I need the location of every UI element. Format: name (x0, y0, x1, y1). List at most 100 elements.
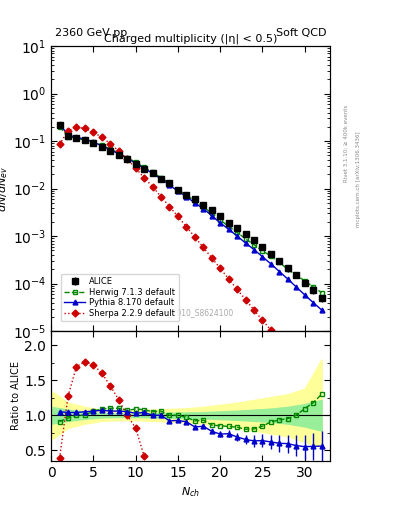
Sherpa 2.2.9 default (319, 379, 324, 385)
Sherpa 2.2.9 default (99, 134, 104, 140)
Pythia 8.170 default (125, 155, 130, 161)
Herwig 7.1.3 default (116, 150, 121, 156)
Sherpa 2.2.9 default (201, 244, 206, 250)
Herwig 7.1.3 default (57, 124, 62, 130)
Sherpa 2.2.9 default (176, 214, 180, 220)
Herwig 7.1.3 default (74, 135, 79, 141)
Herwig 7.1.3 default (302, 278, 307, 284)
Pythia 8.170 default (91, 139, 96, 145)
Sherpa 2.2.9 default (167, 203, 172, 209)
Pythia 8.170 default (176, 188, 180, 195)
Pythia 8.170 default (83, 136, 87, 142)
Herwig 7.1.3 default (142, 164, 147, 170)
Sherpa 2.2.9 default (66, 127, 70, 134)
Herwig 7.1.3 default (243, 236, 248, 242)
Sherpa 2.2.9 default (235, 286, 239, 292)
Herwig 7.1.3 default (235, 229, 239, 236)
Sherpa 2.2.9 default (260, 317, 265, 323)
Sherpa 2.2.9 default (74, 124, 79, 131)
Sherpa 2.2.9 default (150, 184, 155, 190)
Herwig 7.1.3 default (218, 217, 222, 223)
Herwig 7.1.3 default (99, 142, 104, 148)
Herwig 7.1.3 default (159, 175, 163, 181)
Sherpa 2.2.9 default (277, 337, 282, 343)
Pythia 8.170 default (184, 194, 189, 200)
Herwig 7.1.3 default (125, 155, 130, 161)
Herwig 7.1.3 default (167, 180, 172, 186)
Herwig 7.1.3 default (184, 192, 189, 198)
Sherpa 2.2.9 default (294, 357, 299, 363)
Line: Sherpa 2.2.9 default: Sherpa 2.2.9 default (57, 125, 324, 385)
Y-axis label: $dN/dN_{ev}$: $dN/dN_{ev}$ (0, 166, 10, 211)
Pythia 8.170 default (226, 226, 231, 232)
Pythia 8.170 default (159, 176, 163, 182)
Pythia 8.170 default (311, 300, 316, 306)
Pythia 8.170 default (201, 205, 206, 211)
Herwig 7.1.3 default (294, 272, 299, 279)
Herwig 7.1.3 default (83, 137, 87, 143)
Pythia 8.170 default (285, 276, 290, 282)
Pythia 8.170 default (133, 160, 138, 166)
Sherpa 2.2.9 default (184, 224, 189, 230)
Pythia 8.170 default (150, 170, 155, 177)
Text: 2360 GeV pp: 2360 GeV pp (55, 28, 127, 38)
Sherpa 2.2.9 default (193, 234, 197, 240)
Text: mcplots.cern.ch [arXiv:1306.3436]: mcplots.cern.ch [arXiv:1306.3436] (356, 132, 361, 227)
Sherpa 2.2.9 default (209, 255, 214, 261)
Herwig 7.1.3 default (66, 134, 70, 140)
Herwig 7.1.3 default (260, 248, 265, 254)
Pythia 8.170 default (302, 292, 307, 298)
Herwig 7.1.3 default (277, 260, 282, 266)
Sherpa 2.2.9 default (142, 175, 147, 181)
Herwig 7.1.3 default (133, 159, 138, 165)
Herwig 7.1.3 default (193, 198, 197, 204)
Line: Pythia 8.170 default: Pythia 8.170 default (57, 121, 324, 312)
Sherpa 2.2.9 default (116, 148, 121, 154)
Herwig 7.1.3 default (319, 289, 324, 295)
Herwig 7.1.3 default (311, 284, 316, 290)
Y-axis label: Ratio to ALICE: Ratio to ALICE (11, 361, 22, 431)
Line: Herwig 7.1.3 default: Herwig 7.1.3 default (57, 124, 324, 295)
Pythia 8.170 default (260, 253, 265, 260)
Pythia 8.170 default (319, 307, 324, 313)
Herwig 7.1.3 default (201, 203, 206, 209)
Pythia 8.170 default (108, 146, 113, 153)
Pythia 8.170 default (74, 134, 79, 140)
Sherpa 2.2.9 default (226, 276, 231, 282)
Sherpa 2.2.9 default (302, 366, 307, 372)
Pythia 8.170 default (268, 261, 273, 267)
Legend: ALICE, Herwig 7.1.3 default, Pythia 8.170 default, Sherpa 2.2.9 default: ALICE, Herwig 7.1.3 default, Pythia 8.17… (61, 274, 178, 322)
Sherpa 2.2.9 default (108, 141, 113, 147)
Pythia 8.170 default (209, 212, 214, 219)
Sherpa 2.2.9 default (57, 141, 62, 147)
Sherpa 2.2.9 default (83, 125, 87, 132)
Sherpa 2.2.9 default (243, 296, 248, 303)
Herwig 7.1.3 default (268, 253, 273, 259)
Herwig 7.1.3 default (209, 210, 214, 217)
Pythia 8.170 default (142, 165, 147, 171)
Sherpa 2.2.9 default (285, 347, 290, 353)
Pythia 8.170 default (193, 200, 197, 206)
Pythia 8.170 default (243, 240, 248, 246)
Pythia 8.170 default (116, 151, 121, 157)
Text: Rivet 3.1.10; ≥ 400k events: Rivet 3.1.10; ≥ 400k events (344, 105, 349, 182)
Herwig 7.1.3 default (226, 223, 231, 229)
Sherpa 2.2.9 default (218, 265, 222, 271)
Pythia 8.170 default (66, 132, 70, 138)
Pythia 8.170 default (277, 268, 282, 274)
Herwig 7.1.3 default (108, 146, 113, 152)
Pythia 8.170 default (167, 182, 172, 188)
Sherpa 2.2.9 default (91, 129, 96, 135)
X-axis label: $N_{ch}$: $N_{ch}$ (181, 485, 200, 499)
Herwig 7.1.3 default (150, 169, 155, 176)
Pythia 8.170 default (235, 233, 239, 239)
Herwig 7.1.3 default (91, 139, 96, 145)
Pythia 8.170 default (252, 247, 256, 253)
Sherpa 2.2.9 default (268, 327, 273, 333)
Pythia 8.170 default (57, 121, 62, 127)
Sherpa 2.2.9 default (133, 165, 138, 171)
Text: ALICE_2010_S8624100: ALICE_2010_S8624100 (147, 308, 234, 317)
Herwig 7.1.3 default (285, 266, 290, 272)
Title: Charged multiplicity (|η| < 0.5): Charged multiplicity (|η| < 0.5) (104, 34, 277, 45)
Pythia 8.170 default (294, 284, 299, 290)
